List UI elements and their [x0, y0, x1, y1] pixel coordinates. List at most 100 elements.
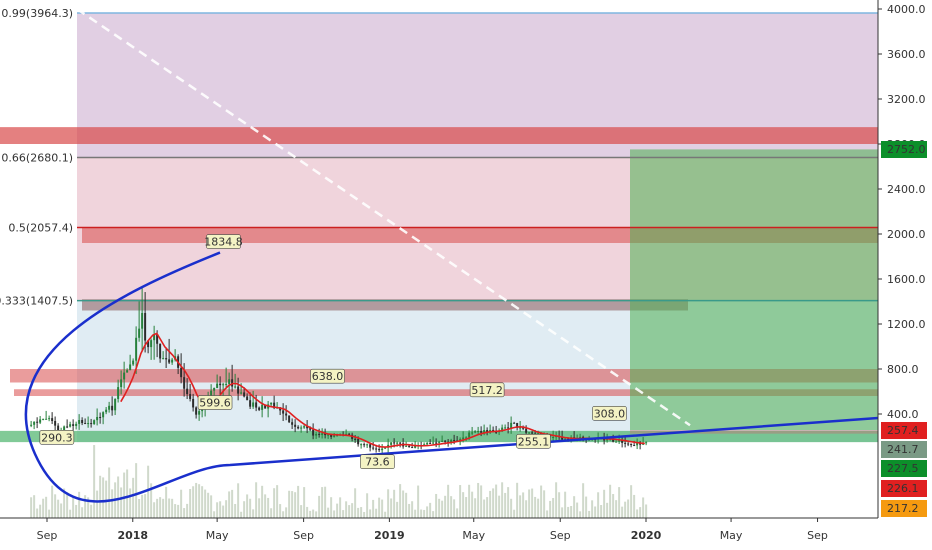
candle-body [246, 396, 249, 401]
volume-bar [387, 489, 390, 518]
candle-body [138, 328, 141, 338]
annotation-label: 308.0 [594, 407, 626, 420]
volume-bar [267, 497, 270, 518]
volume-bar [393, 489, 396, 518]
candle-body [183, 377, 186, 389]
volume-bar [159, 497, 162, 518]
volume-bar [468, 484, 471, 518]
candle-body [375, 448, 378, 450]
volume-bar [324, 486, 327, 518]
volume-bar [480, 485, 483, 518]
volume-bar [525, 500, 528, 518]
volume-bar [567, 506, 570, 518]
volume-bar [294, 492, 297, 518]
candle-body [429, 442, 432, 444]
candle-body [249, 400, 252, 407]
volume-bar [72, 497, 75, 518]
volume-bar [588, 510, 591, 518]
price-marker-box [881, 422, 927, 439]
candle-body [381, 448, 384, 451]
volume-bar [48, 509, 51, 518]
candle-body [459, 439, 462, 441]
volume-bar [69, 509, 72, 518]
volume-bar [186, 503, 189, 518]
volume-bar [195, 482, 198, 518]
volume-bar [447, 484, 450, 518]
candle-body [132, 360, 135, 365]
candle-body [615, 441, 618, 443]
volume-bar [630, 485, 633, 518]
candle-body [561, 436, 564, 440]
volume-bar [150, 483, 153, 518]
candle-body [90, 423, 93, 425]
candle-body [99, 416, 102, 418]
volume-bar [402, 490, 405, 518]
volume-bar [462, 492, 465, 518]
candle-body [162, 358, 165, 360]
volume-bar [42, 498, 45, 518]
candle-body [78, 419, 81, 424]
candle-body [393, 442, 396, 444]
candle-body [360, 444, 363, 446]
candle-body [471, 432, 474, 434]
candle-body [630, 443, 633, 446]
volume-bar [117, 476, 120, 518]
volume-bar [102, 477, 105, 518]
candle-body [30, 424, 33, 426]
volume-bar [360, 507, 363, 518]
candle-body [144, 312, 147, 341]
candle-body [165, 358, 168, 360]
volume-bar [459, 485, 462, 518]
annotation-box [469, 382, 505, 398]
volume-bar [123, 472, 126, 518]
candle-body [45, 418, 48, 420]
volume-bar [453, 499, 456, 518]
volume-bar [264, 494, 267, 518]
x-tick-label: Sep [293, 529, 314, 542]
volume-bar [132, 477, 135, 518]
volume-bar [198, 484, 201, 518]
volume-bar [213, 511, 216, 518]
volume-bar [414, 509, 417, 518]
volume-bar [492, 488, 495, 518]
annotation-label: 599.6 [199, 397, 231, 410]
candle-body [405, 445, 408, 447]
candle-body [228, 379, 231, 384]
volume-bar [333, 510, 336, 518]
candle-body [102, 412, 105, 418]
candle-body [483, 430, 486, 433]
long-position-stop [630, 430, 878, 434]
candle-body [81, 419, 84, 424]
candle-body [150, 340, 153, 348]
annotation-label: 73.6 [365, 456, 390, 469]
y-tick-label: 1600.0 [887, 273, 926, 286]
volume-bar [585, 496, 588, 518]
candle-body [444, 440, 447, 442]
volume-bar [552, 497, 555, 518]
y-tick-label: 400.0 [887, 408, 919, 421]
candle-body [633, 445, 636, 447]
volume-bar [51, 485, 54, 518]
x-tick-label: 2019 [374, 529, 405, 542]
candle-body [255, 402, 258, 408]
volume-bar [456, 508, 459, 518]
candle-body [411, 447, 414, 449]
x-tick-label: Sep [807, 529, 828, 542]
volume-bar [354, 488, 357, 518]
volume-bar [396, 501, 399, 518]
volume-bar [348, 505, 351, 518]
volume-bar [504, 492, 507, 518]
volume-bar [201, 486, 204, 518]
x-tick-label: 2018 [117, 529, 148, 542]
volume-bar [351, 503, 354, 518]
candle-body [171, 359, 174, 363]
volume-bar [435, 493, 438, 518]
volume-bar [372, 499, 375, 518]
volume-bar [291, 491, 294, 518]
volume-bar [246, 494, 249, 518]
candle-body [168, 359, 171, 363]
resistance-zone-top [0, 127, 878, 144]
volume-bar [33, 495, 36, 518]
price-marker-label: 2752.0 [887, 143, 926, 156]
